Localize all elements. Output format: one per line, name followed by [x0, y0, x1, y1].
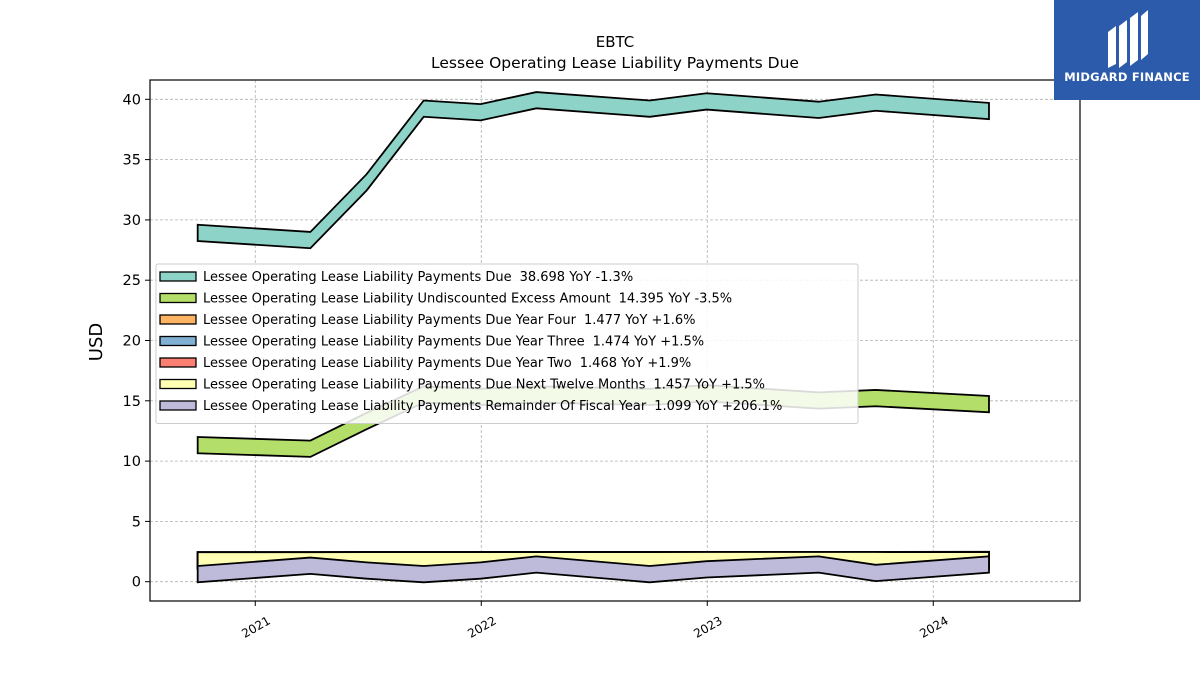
y-tick-label: 10 [123, 454, 141, 470]
brand-logo: MIDGARD FINANCE [1054, 0, 1200, 100]
y-tick-label: 15 [123, 394, 141, 410]
x-tick-label: 2024 [917, 613, 950, 640]
legend-series-value: 14.395 YoY -3.5% [619, 292, 733, 307]
legend-swatch [159, 400, 197, 411]
legend-swatch [159, 314, 197, 325]
x-tick-label: 2022 [465, 613, 498, 640]
legend-series-value: 1.468 YoY +1.9% [580, 356, 692, 371]
x-tick-label: 2023 [691, 613, 724, 640]
x-tick-label: 2021 [239, 613, 272, 640]
y-tick-label: 30 [123, 213, 141, 229]
legend-entry: Lessee Operating Lease Liability Payment… [203, 270, 633, 285]
chart-title: EBTC [596, 33, 635, 51]
legend-entry: Lessee Operating Lease Liability Payment… [203, 378, 765, 393]
legend-entry: Lessee Operating Lease Liability Payment… [203, 399, 782, 414]
legend-swatch [159, 378, 197, 390]
legend-series-value: 1.474 YoY +1.5% [593, 335, 705, 350]
legend-entry: Lessee Operating Lease Liability Undisco… [203, 292, 732, 307]
brand-mark-icon [1108, 10, 1148, 68]
legend-series-name: Lessee Operating Lease Liability Payment… [203, 313, 577, 328]
legend-series-name: Lessee Operating Lease Liability Payment… [203, 356, 572, 371]
brand-name: MIDGARD FINANCE [1064, 70, 1190, 84]
y-tick-label: 0 [132, 575, 141, 591]
y-tick-label: 5 [132, 514, 141, 530]
legend-swatch [159, 335, 197, 347]
legend-swatch [159, 271, 197, 282]
chart-subtitle: Lessee Operating Lease Liability Payment… [431, 54, 799, 72]
legend-series-name: Lessee Operating Lease Liability Payment… [203, 378, 646, 393]
legend-entry: Lessee Operating Lease Liability Payment… [203, 356, 691, 371]
legend-series-value: 1.477 YoY +1.6% [584, 313, 696, 328]
legend-series-name: Lessee Operating Lease Liability Undisco… [203, 292, 611, 307]
y-axis-label: USD [86, 323, 107, 361]
legend-series-value: 1.457 YoY +1.5% [654, 378, 766, 393]
series-band-lessee-operating-lease-liability-payments-due [196, 91, 990, 250]
legend-series-name: Lessee Operating Lease Liability Payment… [203, 335, 585, 350]
legend-entry: Lessee Operating Lease Liability Payment… [203, 313, 695, 328]
legend-box [155, 263, 859, 424]
plot-frame [149, 79, 1081, 602]
y-tick-label: 20 [123, 334, 141, 350]
legend-entry: Lessee Operating Lease Liability Payment… [203, 335, 704, 350]
series-band-lessee-operating-lease-liability-payments-remainder-of-fiscal-year [196, 555, 990, 584]
legend-series-name: Lessee Operating Lease Liability Payment… [203, 399, 647, 414]
y-tick-label: 40 [123, 92, 141, 108]
legend-series-name: Lessee Operating Lease Liability Payment… [203, 270, 512, 285]
legend-series-value: 1.099 YoY +206.1% [654, 399, 782, 414]
legend-swatch [159, 357, 197, 368]
legend-series-value: 38.698 YoY -1.3% [520, 270, 634, 285]
legend-swatch [159, 292, 197, 304]
y-tick-label: 35 [123, 153, 141, 169]
y-tick-label: 25 [123, 273, 141, 289]
